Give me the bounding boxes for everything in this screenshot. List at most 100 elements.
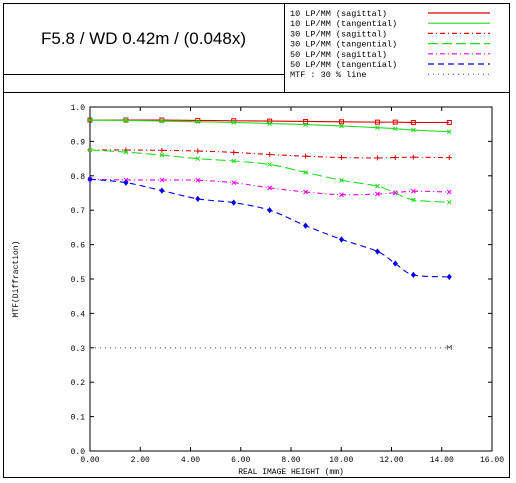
series-0-point — [374, 119, 380, 125]
series-1-point — [375, 125, 380, 130]
series-4-point — [411, 188, 416, 194]
series-2-point — [410, 154, 416, 160]
chart-frame — [3, 3, 510, 478]
series-3-point — [375, 183, 380, 189]
series-3-point — [303, 170, 308, 175]
series-4-point — [375, 191, 380, 197]
series-0-point — [303, 118, 309, 124]
y-tick-label: 0.0 — [71, 448, 86, 457]
series-4-point — [339, 192, 344, 198]
series-4-point — [195, 177, 201, 183]
series-2-point — [446, 155, 452, 161]
x-tick-label: 16.00 — [480, 456, 504, 465]
series-5-point — [123, 179, 129, 186]
series-1-point — [392, 126, 398, 132]
y-tick-label: 0.7 — [71, 207, 86, 216]
series-5-point — [303, 222, 309, 229]
x-tick-label: 14.00 — [430, 456, 454, 465]
series-0-point — [410, 119, 416, 125]
series-3-point — [446, 199, 452, 205]
series-4-point — [267, 185, 272, 191]
series-1-point — [303, 122, 308, 127]
series-4-point — [303, 189, 308, 195]
series-0-point — [339, 119, 345, 125]
series-line-0 — [90, 119, 450, 124]
y-tick-label: 0.5 — [71, 276, 86, 285]
x-tick-label: 8.00 — [281, 456, 300, 465]
series-3-point — [87, 147, 93, 153]
x-tick-label: 4.00 — [181, 456, 200, 465]
series-5-point — [446, 273, 452, 281]
x-tick-label: 0.00 — [80, 456, 99, 465]
series-1-point — [159, 118, 165, 124]
series-0-point — [159, 117, 165, 123]
series-5-point — [267, 207, 273, 214]
series-1-point — [411, 127, 416, 133]
legend: 10 LP/MM (sagittal)10 LP/MM (tangential)… — [290, 9, 490, 80]
x-tick-label: 2.00 — [131, 456, 150, 465]
y-tick-label: 0.4 — [71, 310, 86, 319]
y-tick-label: 0.2 — [71, 379, 86, 388]
x-tick-label: 12.00 — [379, 456, 403, 465]
series-5-point — [410, 271, 416, 279]
series-1-point — [195, 119, 201, 125]
series-1-point — [231, 120, 237, 125]
y-tick-label: 0.1 — [71, 414, 86, 423]
y-tick-label: 0.9 — [71, 138, 86, 147]
legend-label: 10 LP/MM (sagittal) — [290, 9, 387, 19]
chart-title: F5.8 / WD 0.42m / (0.048x) — [40, 28, 246, 48]
series-3-point — [267, 162, 272, 167]
legend-label: 50 LP/MM (tangential) — [290, 60, 397, 70]
legend-label: 50 LP/MM (sagittal) — [290, 50, 387, 60]
series-5-point — [338, 236, 345, 243]
series-2-point — [231, 149, 237, 155]
series-line-1 — [89, 119, 450, 133]
series-1-point — [446, 129, 452, 135]
x-axis-label: REAL IMAGE HEIGHT (mm) — [238, 468, 344, 477]
series-3-point — [231, 158, 237, 164]
legend-label: MTF : 30 % line — [290, 70, 367, 80]
legend-label: 30 LP/MM (sagittal) — [290, 29, 387, 39]
series-3-point — [411, 197, 416, 203]
series-5-point — [392, 260, 398, 267]
series-3-point — [159, 152, 165, 158]
series-2-point — [303, 153, 309, 159]
title-box: F5.8 / WD 0.42m / (0.048x) — [3, 3, 284, 75]
legend-label: 30 LP/MM (tangential) — [290, 40, 397, 50]
series-5-point — [195, 195, 201, 202]
series-3-point — [195, 156, 201, 161]
series-4-point — [446, 189, 452, 195]
x-tick-label: 6.00 — [231, 456, 250, 465]
series-3-point — [339, 177, 344, 183]
series-5-point — [87, 176, 93, 183]
series-4-point — [159, 177, 165, 183]
series-0-point — [446, 119, 452, 125]
series-2-point — [195, 148, 201, 154]
series-6-point — [446, 344, 452, 350]
series-5-point — [231, 199, 237, 206]
plot-area — [89, 106, 493, 452]
y-tick-label: 0.6 — [71, 242, 86, 251]
x-tick-label: 10.00 — [329, 456, 353, 465]
series-3-point — [123, 149, 129, 155]
series-5-point — [159, 187, 165, 194]
y-axis-label: MTF(Diffraction) — [12, 241, 21, 318]
y-tick-label: 0.8 — [71, 173, 86, 182]
series-1-point — [267, 121, 272, 126]
series-1-point — [123, 118, 129, 123]
series-4-point — [392, 190, 398, 196]
series-line-2 — [89, 149, 450, 159]
header-divider — [3, 92, 510, 93]
series-0-point — [392, 119, 398, 125]
series-2-point — [392, 155, 398, 161]
legend-label: 10 LP/MM (tangential) — [290, 19, 397, 29]
series-4-point — [231, 180, 237, 186]
series-2-point — [159, 147, 165, 153]
series-line-4 — [89, 178, 450, 196]
y-tick-label: 1.0 — [71, 104, 86, 113]
y-tick-label: 0.3 — [71, 345, 86, 354]
series-1-point — [87, 117, 93, 123]
series-1-point — [339, 123, 344, 129]
series-5-point — [374, 248, 380, 255]
